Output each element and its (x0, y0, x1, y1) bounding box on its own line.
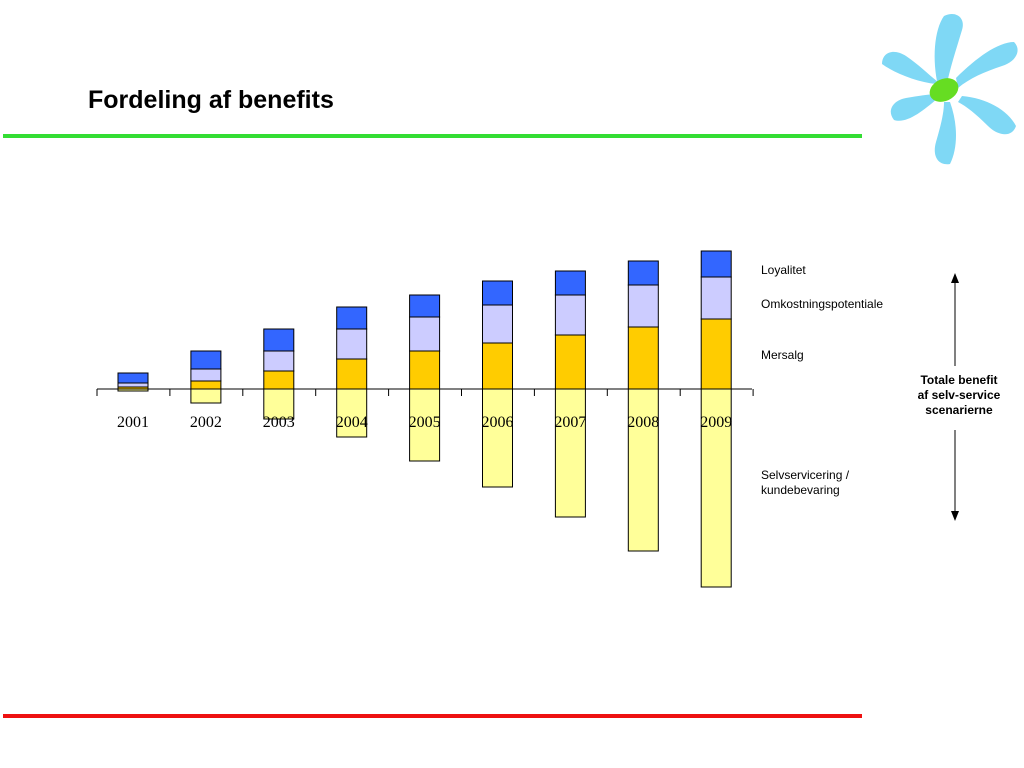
bar-2005-series-3 (409, 388, 441, 462)
bar-2003-series-2 (263, 328, 295, 352)
x-tick-label-2005: 2005 (409, 414, 441, 431)
bar-2003-series-1 (263, 350, 295, 372)
bar-2004-series-0 (336, 358, 368, 390)
x-tick-label-2007: 2007 (554, 414, 586, 431)
bar-2003-series-0 (263, 370, 295, 390)
total-benefit-annotation: Totale benefit af selv-service scenarier… (904, 373, 1014, 418)
bar-2001-series-2 (117, 372, 149, 384)
total-benefit-arrow (951, 273, 959, 521)
bar-2005-series-1 (409, 316, 441, 352)
slide-title: Fordeling af benefits (88, 86, 334, 114)
total-benefit-line3: scenarierne (925, 403, 993, 417)
bar-2002-series-1 (190, 368, 222, 382)
bar-2007-series-0 (554, 334, 586, 390)
bars-layer (117, 250, 732, 588)
bar-2002-series-3 (190, 388, 222, 404)
bar-2002-series-0 (190, 380, 222, 390)
x-tick-label-2001: 2001 (117, 414, 149, 431)
bar-2006-series-2 (482, 280, 513, 306)
legend-mersalg: Mersalg (761, 348, 804, 362)
bar-2003-series-3 (263, 388, 295, 420)
bar-2004-series-1 (336, 328, 368, 360)
bar-2001-series-1 (117, 382, 149, 388)
bar-2007-series-1 (554, 294, 586, 336)
x-tick-label-2003: 2003 (263, 414, 295, 431)
total-benefit-line2: af selv-service (917, 388, 1001, 402)
legend-selvservicering: Selvservicering / kundebevaring (761, 468, 849, 498)
legend-selvservicering-line1: Selvservicering / (761, 468, 850, 482)
bar-2008-series-0 (627, 326, 659, 390)
bar-2004-series-2 (336, 306, 368, 330)
bottom-divider (3, 714, 862, 718)
x-tick-label-2009: 2009 (700, 414, 732, 431)
bar-2005-series-2 (409, 294, 441, 318)
bar-2008-series-1 (627, 284, 659, 328)
legend-omkostningspotentiale: Omkostningspotentiale (761, 297, 884, 311)
bar-2009-series-2 (700, 250, 732, 278)
tick-labels-layer: 2001 2002 2003 2004 2005 2006 2007 2008 2009 (117, 414, 732, 431)
bar-2007-series-3 (554, 388, 586, 518)
axis-layer (96, 388, 754, 396)
flower-icon (882, 13, 1018, 165)
total-benefit-line1: Totale benefit (920, 373, 998, 387)
x-tick-label-2002: 2002 (190, 414, 222, 431)
bar-2006-series-1 (482, 304, 513, 344)
bar-2008-series-2 (627, 260, 659, 286)
bar-2006-series-3 (482, 388, 513, 488)
legend-selvservicering-line2: kundebevaring (761, 483, 840, 497)
bar-2009-series-0 (700, 318, 732, 390)
bar-2008-series-3 (627, 388, 659, 552)
x-tick-label-2006: 2006 (482, 414, 514, 431)
bar-2009-series-1 (700, 276, 732, 320)
legend-loyalitet: Loyalitet (761, 263, 806, 277)
top-divider (3, 134, 862, 138)
bar-2004-series-3 (336, 388, 368, 438)
bar-2005-series-0 (409, 350, 441, 390)
x-tick-label-2004: 2004 (336, 414, 368, 431)
x-tick-label-2008: 2008 (627, 414, 659, 431)
bar-2006-series-0 (482, 342, 513, 390)
bar-2002-series-2 (190, 350, 222, 370)
bar-2007-series-2 (554, 270, 586, 296)
